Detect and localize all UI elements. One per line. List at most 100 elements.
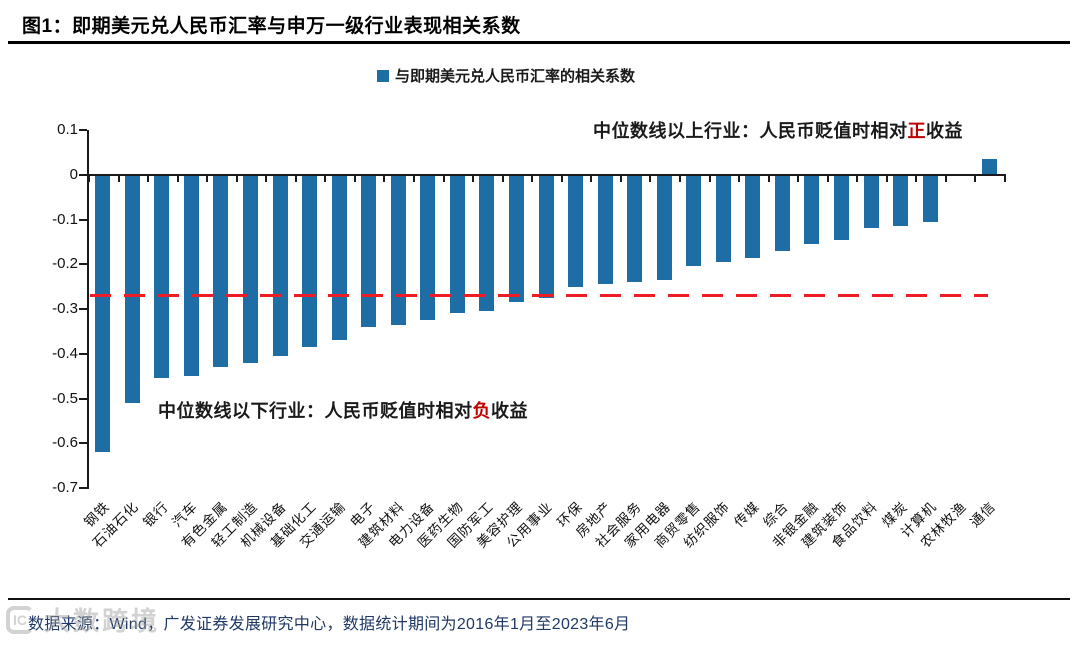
- x-axis-tick: [472, 176, 475, 182]
- footer-divider: [8, 598, 1070, 600]
- y-axis-tick: [79, 352, 87, 355]
- legend-swatch-icon: [377, 69, 389, 82]
- x-axis-tick: [147, 176, 150, 182]
- x-axis-tick: [915, 176, 918, 182]
- annotation-text: 中位数线以上行业：人民币贬值时相对: [593, 121, 908, 141]
- bar: [597, 174, 613, 285]
- bar: [449, 174, 465, 314]
- title-divider: [8, 41, 1070, 44]
- bar: [361, 174, 377, 327]
- bar: [95, 174, 111, 453]
- bar: [154, 174, 170, 379]
- legend-label: 与即期美元兑人民币汇率的相关系数: [395, 68, 636, 85]
- x-axis-tick: [531, 176, 534, 182]
- bar: [656, 174, 672, 280]
- x-axis-tick: [974, 176, 977, 182]
- y-axis-tick: [79, 442, 87, 445]
- y-axis-tick: [79, 308, 87, 310]
- y-axis-tick-label: 0: [69, 165, 78, 183]
- x-axis-tick: [678, 176, 681, 182]
- x-axis-tick: [501, 176, 504, 182]
- x-axis-tick: [265, 176, 268, 182]
- x-axis-tick: [885, 176, 888, 182]
- y-axis-line: [86, 130, 89, 489]
- bar: [568, 174, 584, 287]
- x-axis-tick: [767, 176, 770, 182]
- y-axis-tick: [79, 129, 87, 131]
- x-axis-tick: [1004, 176, 1006, 182]
- bar: [538, 174, 554, 298]
- source-note: 数据来源：Wind，广发证券发展研究中心，数据统计期间为2016年1月至2023…: [28, 616, 631, 633]
- x-axis-tick: [88, 176, 90, 182]
- y-axis-tick-label: 0.1: [57, 121, 78, 138]
- y-axis-tick-label: -0.7: [52, 479, 78, 496]
- x-axis-tick: [590, 176, 593, 182]
- annotation-highlight: 正: [907, 121, 926, 141]
- legend: 与即期美元兑人民币汇率的相关系数: [377, 65, 635, 86]
- x-axis-tick: [797, 176, 800, 182]
- x-axis-tick: [413, 176, 416, 182]
- median-dashed-line: [90, 293, 988, 298]
- bar: [331, 174, 347, 341]
- y-axis-tick-label: -0.1: [52, 210, 78, 228]
- x-axis-tick: [619, 176, 622, 182]
- x-axis-tick: [708, 176, 711, 182]
- bar: [390, 174, 406, 325]
- bar: [508, 174, 524, 303]
- bar: [863, 174, 879, 229]
- y-axis-tick-label: -0.4: [52, 344, 78, 362]
- bar: [213, 174, 229, 368]
- y-axis-tick-label: -0.5: [52, 389, 78, 407]
- bar: [479, 174, 495, 312]
- annotation-above-median: 中位数线以上行业：人民币贬值时相对正收益: [593, 117, 963, 143]
- annotation-text: 收益: [491, 401, 528, 421]
- x-axis-tick: [117, 176, 120, 182]
- figure-title: 图1：即期美元兑人民币汇率与申万一级行业表现相关系数: [22, 16, 521, 37]
- annotation-text: 收益: [926, 121, 963, 141]
- bar: [715, 174, 731, 262]
- x-axis-tick: [176, 176, 179, 182]
- y-axis-tick-label: -0.6: [52, 434, 78, 452]
- bar: [243, 174, 259, 363]
- x-axis-tick: [442, 176, 445, 182]
- x-axis-tick: [560, 176, 563, 182]
- x-axis-tick: [206, 176, 209, 182]
- bar: [774, 174, 790, 251]
- x-axis-tick: [383, 176, 386, 182]
- bar: [686, 174, 702, 267]
- bar: [804, 174, 820, 245]
- bar: [124, 174, 140, 403]
- y-axis-tick-label: -0.3: [52, 300, 78, 317]
- x-axis-tick: [738, 176, 741, 182]
- y-axis-tick-label: -0.2: [52, 255, 78, 273]
- x-axis-tick: [649, 176, 652, 182]
- bar: [272, 174, 288, 356]
- x-axis-tick: [856, 176, 859, 182]
- annotation-highlight: 负: [472, 401, 491, 421]
- x-axis-tick: [324, 176, 327, 182]
- bar: [420, 174, 436, 321]
- x-axis-line: [88, 173, 1006, 176]
- annotation-text: 中位数线以下行业：人民币贬值时相对: [158, 401, 473, 421]
- x-axis-tick: [826, 176, 829, 182]
- x-axis-tick: [353, 176, 356, 182]
- y-axis-tick: [79, 487, 87, 489]
- y-axis-tick: [79, 397, 87, 400]
- bar: [893, 174, 909, 227]
- x-axis-tick: [235, 176, 238, 182]
- bar: [922, 174, 938, 222]
- y-axis-tick: [79, 218, 87, 221]
- bar: [183, 174, 199, 377]
- annotation-below-median: 中位数线以下行业：人民币贬值时相对负收益: [158, 397, 528, 423]
- y-axis-tick: [79, 263, 87, 266]
- bar: [745, 174, 761, 258]
- bar: [833, 174, 849, 240]
- y-axis-tick: [79, 173, 87, 176]
- bar: [981, 159, 997, 175]
- bar: [302, 174, 318, 348]
- x-axis-tick: [294, 176, 297, 182]
- x-axis-tick: [944, 176, 947, 182]
- bar: [627, 174, 643, 283]
